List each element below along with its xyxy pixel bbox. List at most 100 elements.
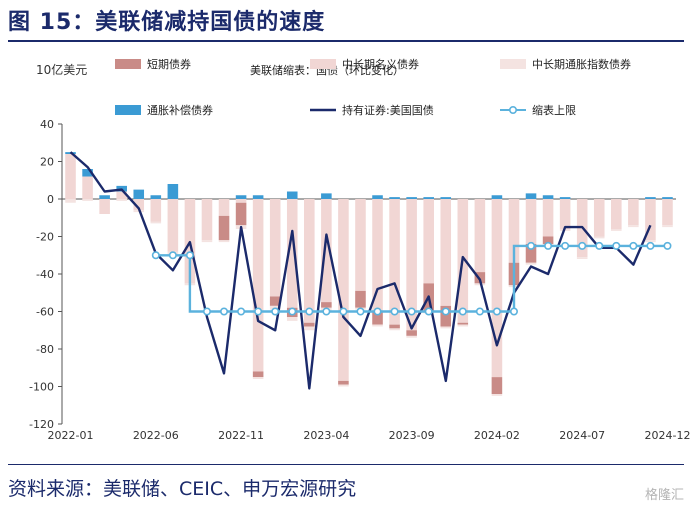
bar-short (406, 330, 417, 336)
cap-marker (509, 307, 518, 316)
cap-marker (373, 307, 382, 316)
cap-marker (629, 241, 638, 250)
bar-mid (423, 199, 434, 284)
bar-mid (440, 199, 452, 306)
bar-infl (542, 195, 554, 199)
cap-marker (527, 241, 536, 250)
bar-mid (99, 199, 110, 214)
bar-mid (628, 199, 639, 226)
bar-mid (542, 199, 554, 237)
cap-marker (151, 251, 160, 260)
bar-infl (662, 197, 673, 199)
bar-mid (252, 199, 264, 372)
bar-tips (82, 199, 93, 201)
legend-label-tips: 中长期通胀指数债券 (532, 57, 631, 71)
bar-infl (82, 169, 93, 177)
bar-infl (645, 197, 656, 199)
bar-mid (593, 199, 605, 237)
bar-infl (150, 195, 162, 199)
bar-mid (406, 199, 417, 331)
bar-tips (218, 240, 230, 243)
bar-mid (474, 199, 486, 273)
bar-mid (116, 191, 127, 199)
legend-item-mid: 中长期名义债券 (310, 57, 419, 71)
x-tick-label: 2024-02 (474, 429, 520, 442)
bar-short (355, 290, 366, 308)
bar-mid (525, 199, 537, 244)
cap-marker (663, 241, 672, 250)
figure-title: 图 15：美联储减持国债的速度 (8, 10, 326, 35)
cap-marker (356, 307, 365, 316)
bar-short (338, 380, 349, 385)
cap-marker (237, 307, 246, 316)
y-tick-label: -40 (36, 268, 54, 281)
bar-mid (321, 199, 332, 303)
bar-tips (628, 225, 639, 228)
cap-marker (544, 241, 553, 250)
bar-tips (286, 317, 298, 321)
x-tick-label: 2022-01 (48, 429, 94, 442)
bar-short (235, 202, 247, 226)
bar-tips (252, 377, 264, 379)
bar-tips (150, 221, 162, 224)
bar-infl (559, 197, 571, 199)
bar-short (525, 244, 537, 263)
bar-short (457, 322, 469, 325)
bar-mid (82, 176, 93, 199)
watermark: 格隆汇 (644, 488, 684, 503)
bar-infl (321, 193, 332, 199)
chart: 10亿美元 美联储缩表：国债（环比变化） 短期债券 中长期名义债券 中长期通胀指数债… (29, 57, 690, 442)
x-tick-label: 2023-09 (389, 429, 435, 442)
cap-marker (339, 307, 348, 316)
bar-mid (611, 199, 622, 229)
bar-infl (491, 195, 503, 199)
bar-short (304, 322, 315, 327)
line-held-treasuries (69, 151, 652, 390)
bar-mid (133, 199, 145, 211)
legend-label-infl: 通胀补偿债券 (147, 103, 213, 117)
bar-infl (99, 195, 110, 199)
bar-tips (338, 384, 349, 387)
y-tick-label: -100 (29, 381, 54, 394)
bar-short (389, 324, 400, 329)
y-tick-label: -120 (29, 418, 54, 431)
cap-marker (475, 307, 484, 316)
legend-swatch-tips (500, 59, 526, 69)
source-note: 资料来源：美联储、CEIC、申万宏源研究 (8, 478, 357, 500)
y-tick-label: 20 (40, 156, 54, 169)
bar-tips (662, 225, 673, 228)
bar-infl (440, 197, 452, 199)
bar-mid (218, 199, 230, 216)
bar-mid (304, 199, 315, 323)
bar-tips (304, 326, 315, 331)
cap-marker (407, 307, 416, 316)
bar-short (218, 215, 230, 241)
y-tick-label: 0 (47, 193, 54, 206)
legend-label-held: 持有证券:美国国债 (342, 103, 434, 117)
bar-mid (508, 199, 520, 263)
cap-marker (578, 241, 587, 250)
bar-mid (355, 199, 366, 291)
bar-infl (372, 195, 383, 199)
footer-rule (8, 464, 684, 465)
bar-infl (286, 191, 298, 199)
x-tick-label: 2022-06 (133, 429, 179, 442)
bar-tips (201, 240, 213, 243)
bars (65, 152, 673, 396)
legend-label-cap: 缩表上限 (532, 103, 576, 117)
x-tick-label: 2022-11 (218, 429, 264, 442)
cap-marker (305, 307, 314, 316)
y-tick-label: 40 (40, 118, 54, 131)
bar-infl (167, 184, 179, 199)
legend-swatch-infl (115, 105, 141, 115)
cap-marker (458, 307, 467, 316)
legend-label-short: 短期债券 (147, 57, 191, 71)
cap-marker (254, 307, 263, 316)
bar-tips (372, 324, 383, 327)
bar-short (372, 311, 383, 325)
x-tick-label: 2024-12 (644, 429, 690, 442)
bar-mid (286, 199, 298, 308)
bar-mid (559, 199, 571, 229)
